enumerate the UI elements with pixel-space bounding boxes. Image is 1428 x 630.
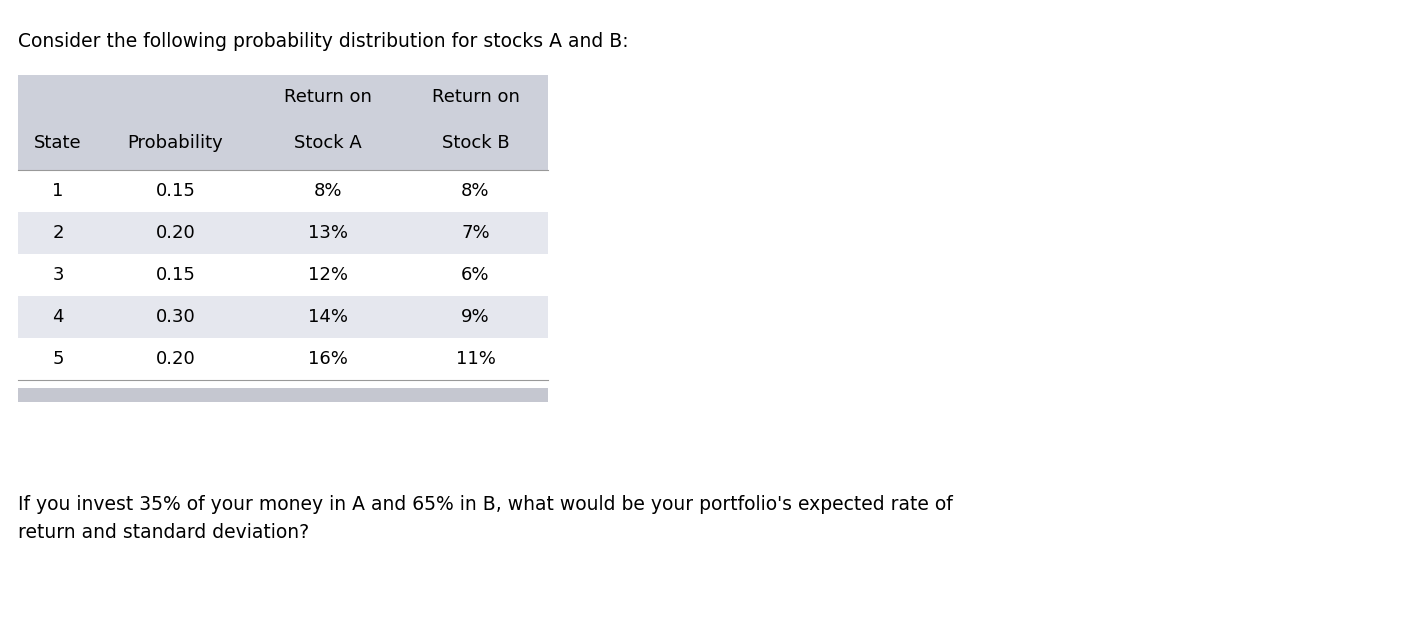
Text: Stock B: Stock B xyxy=(441,134,510,152)
Text: Consider the following probability distribution for stocks A and B:: Consider the following probability distr… xyxy=(19,32,628,51)
Text: 4: 4 xyxy=(53,308,64,326)
Bar xyxy=(19,170,548,212)
Text: Return on: Return on xyxy=(284,88,371,106)
Text: 2: 2 xyxy=(53,224,64,242)
Text: 7%: 7% xyxy=(461,224,490,242)
Text: 3: 3 xyxy=(53,266,64,284)
Text: 6%: 6% xyxy=(461,266,490,284)
Text: Probability: Probability xyxy=(127,134,223,152)
Bar xyxy=(19,296,548,338)
Text: 8%: 8% xyxy=(461,182,490,200)
Text: 1: 1 xyxy=(53,182,64,200)
Text: 5: 5 xyxy=(53,350,64,368)
Text: 0.20: 0.20 xyxy=(156,224,196,242)
Text: 0.30: 0.30 xyxy=(156,308,196,326)
Text: If you invest 35% of your money in A and 65% in B, what would be your portfolio': If you invest 35% of your money in A and… xyxy=(19,495,952,542)
Text: 0.15: 0.15 xyxy=(156,266,196,284)
Bar xyxy=(19,388,548,402)
Text: 0.20: 0.20 xyxy=(156,350,196,368)
Text: 0.15: 0.15 xyxy=(156,182,196,200)
Text: 16%: 16% xyxy=(308,350,348,368)
Text: State: State xyxy=(34,134,81,152)
Text: 9%: 9% xyxy=(461,308,490,326)
Text: 14%: 14% xyxy=(308,308,348,326)
Text: 8%: 8% xyxy=(314,182,343,200)
Bar xyxy=(19,254,548,296)
Text: Return on: Return on xyxy=(431,88,520,106)
Bar xyxy=(19,212,548,254)
Bar xyxy=(19,75,548,170)
Bar xyxy=(19,338,548,380)
Text: Stock A: Stock A xyxy=(294,134,361,152)
Text: 11%: 11% xyxy=(456,350,496,368)
Text: 13%: 13% xyxy=(308,224,348,242)
Text: 12%: 12% xyxy=(308,266,348,284)
